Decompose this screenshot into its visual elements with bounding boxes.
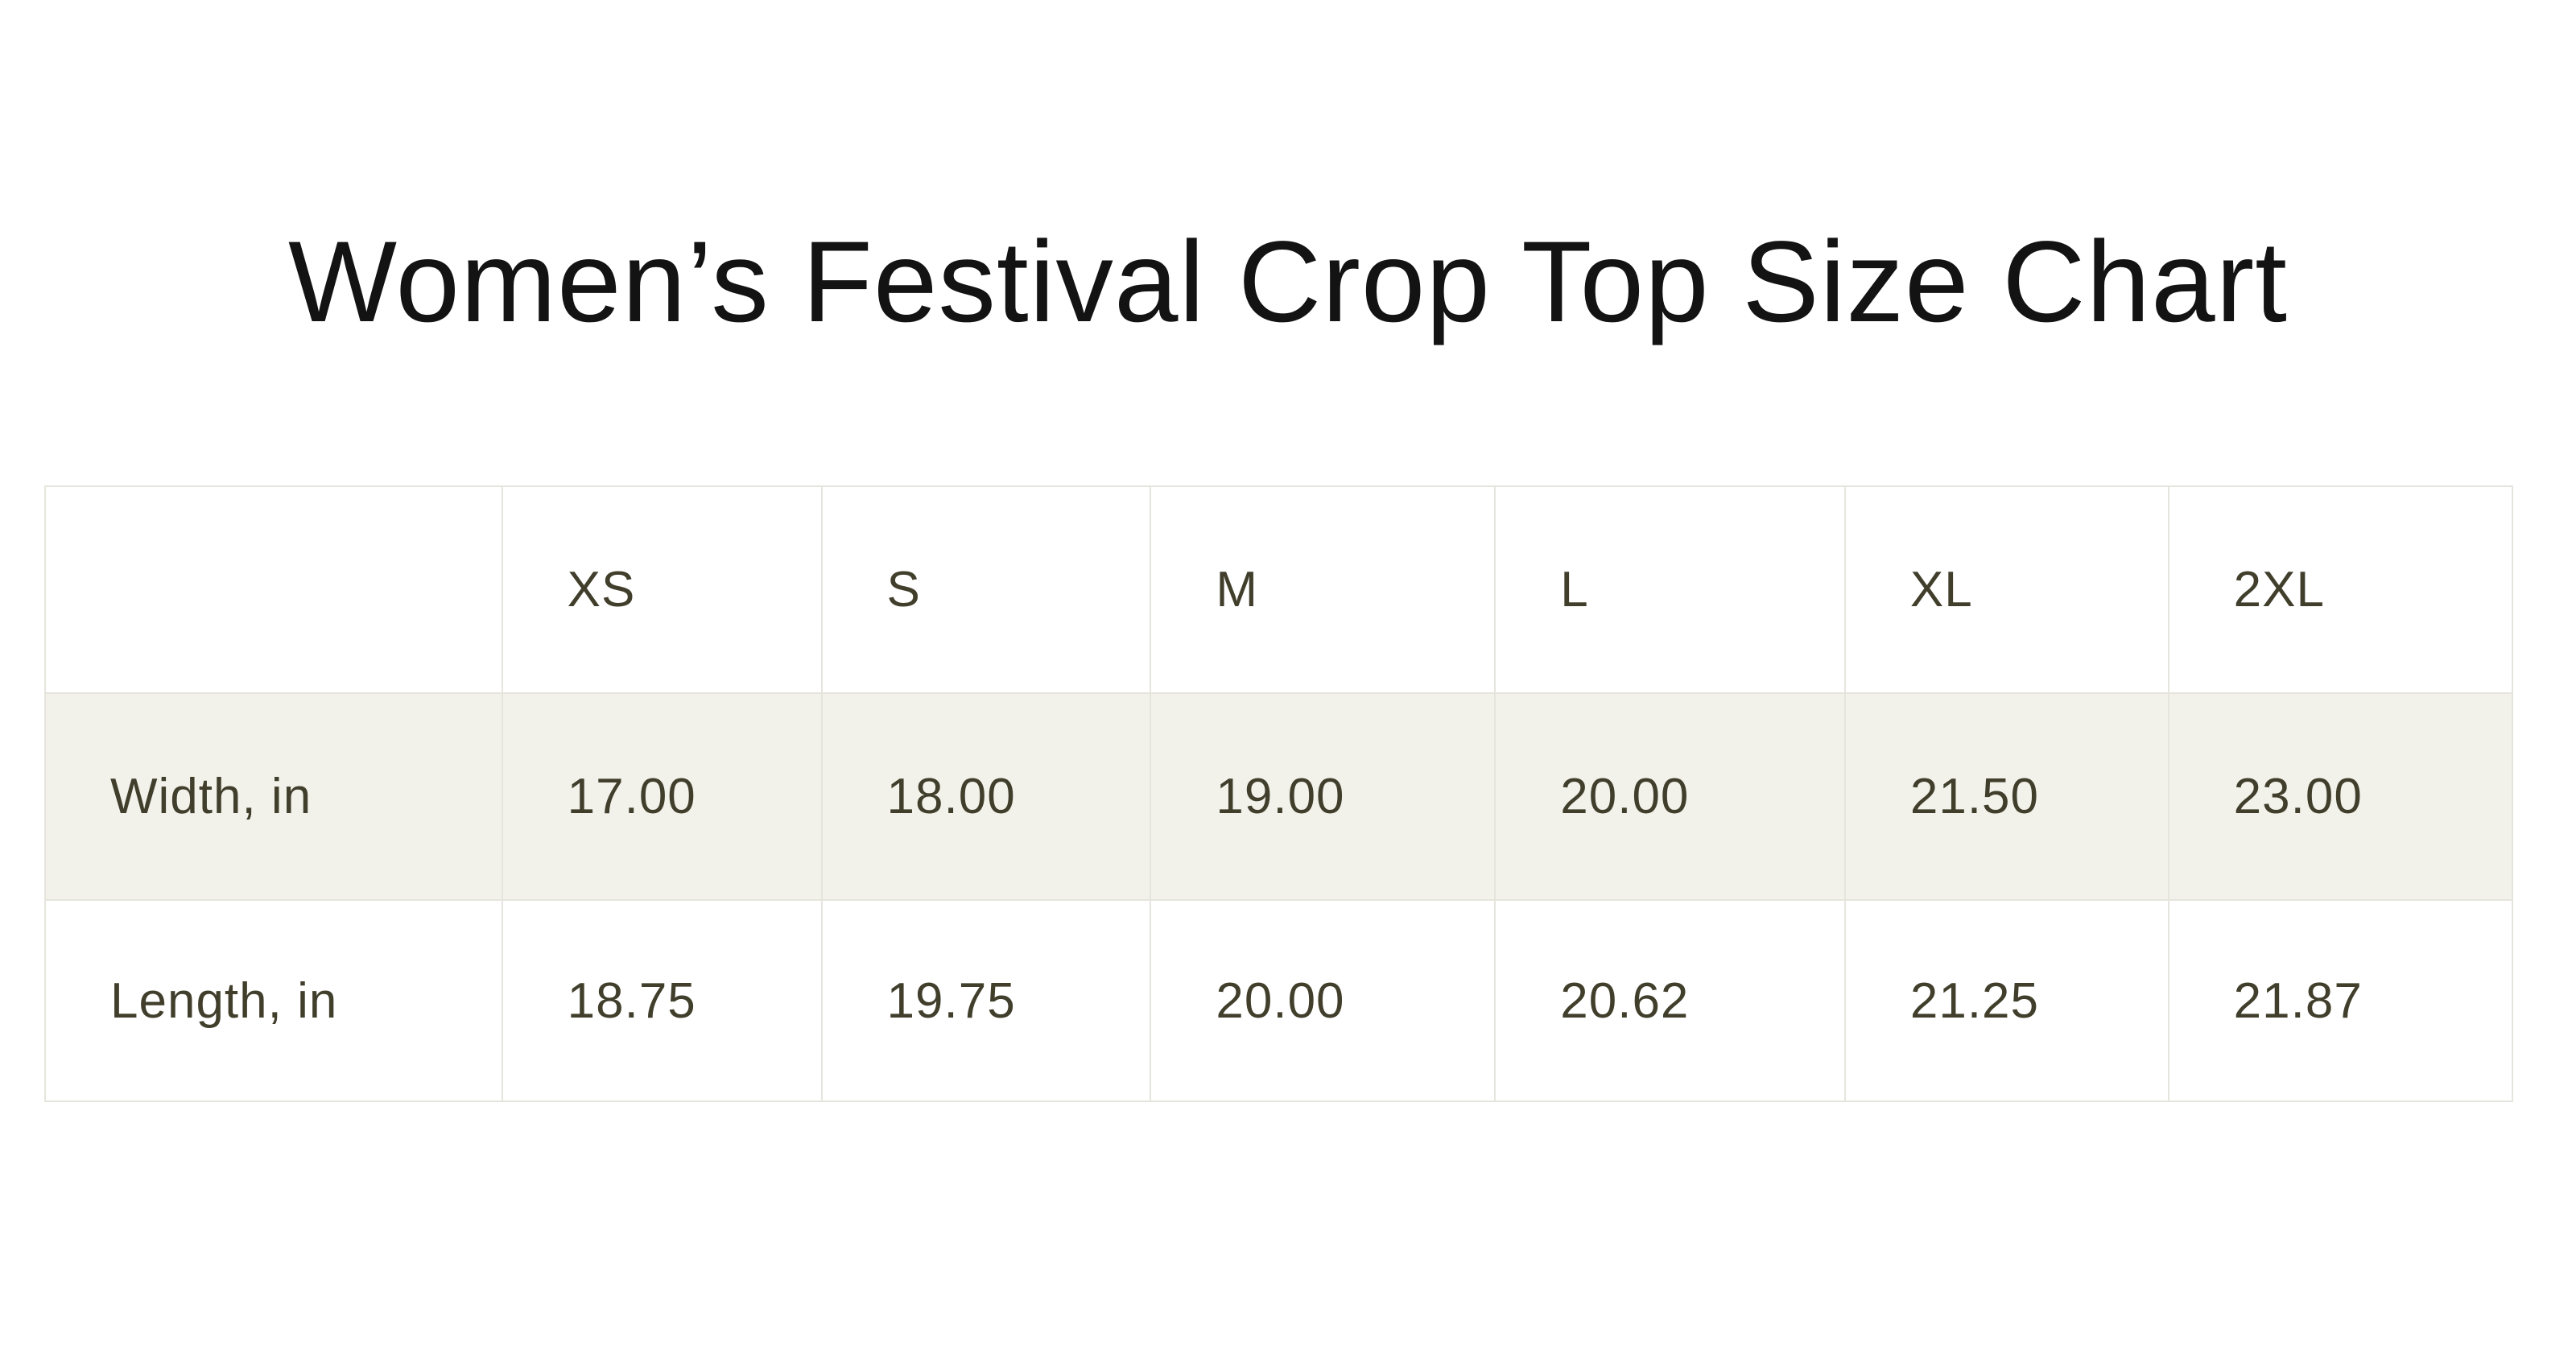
value-cell: 19.75 bbox=[820, 899, 1152, 1102]
value-cell: 17.00 bbox=[501, 692, 823, 901]
header-cell-2xl: 2XL bbox=[2167, 485, 2514, 694]
value-cell: 20.00 bbox=[1494, 692, 1846, 901]
row-label-cell: Width, in bbox=[44, 692, 503, 901]
page-title: Women’s Festival Crop Top Size Chart bbox=[288, 218, 2288, 346]
size-table-container: XS S M L XL 2XL Width, in 17.00 18.00 19… bbox=[44, 485, 2514, 1102]
value-cell: 21.87 bbox=[2167, 899, 2514, 1102]
table-row-length: Length, in 18.75 19.75 20.00 20.62 21.25… bbox=[44, 899, 2514, 1102]
table-row-width: Width, in 17.00 18.00 19.00 20.00 21.50 … bbox=[44, 692, 2514, 901]
value-cell: 20.62 bbox=[1494, 899, 1846, 1102]
value-cell: 18.00 bbox=[820, 692, 1152, 901]
value-cell: 18.75 bbox=[501, 899, 823, 1102]
header-cell-xs: XS bbox=[501, 485, 823, 694]
value-cell: 19.00 bbox=[1150, 692, 1496, 901]
row-label-cell: Length, in bbox=[44, 899, 503, 1102]
value-cell: 21.50 bbox=[1843, 692, 2169, 901]
header-cell-l: L bbox=[1494, 485, 1846, 694]
header-cell-blank bbox=[44, 485, 503, 694]
value-cell: 21.25 bbox=[1843, 899, 2169, 1102]
value-cell: 23.00 bbox=[2167, 692, 2514, 901]
header-cell-xl: XL bbox=[1843, 485, 2169, 694]
header-cell-m: M bbox=[1150, 485, 1496, 694]
size-table: XS S M L XL 2XL Width, in 17.00 18.00 19… bbox=[44, 485, 2514, 1102]
value-cell: 20.00 bbox=[1150, 899, 1496, 1102]
header-row: XS S M L XL 2XL bbox=[44, 485, 2514, 694]
header-cell-s: S bbox=[820, 485, 1152, 694]
